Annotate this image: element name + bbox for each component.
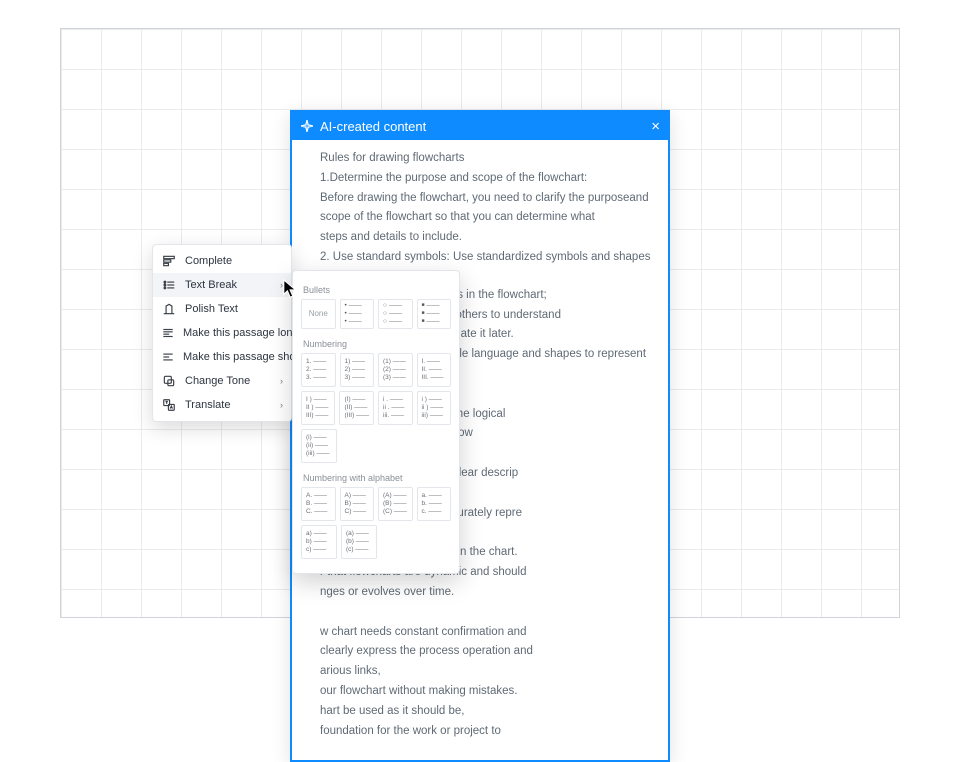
ai-body-line: our flowchart without making mistakes. xyxy=(320,683,654,701)
list-style-numbering[interactable]: 1) ——2) ——3) —— xyxy=(340,353,375,387)
list-style-numbering[interactable]: (a) ——(b) ——(c) —— xyxy=(341,525,377,559)
ai-body-line: foundation for the work or project to xyxy=(320,723,654,741)
translate-icon xyxy=(161,397,177,413)
list-style-numbering[interactable]: A. ——B. ——C. —— xyxy=(301,487,336,521)
ai-body-line: Rules for drawing flowcharts xyxy=(320,150,654,168)
menu-item-polish-text[interactable]: Polish Text xyxy=(153,297,291,321)
tile-row: 1. ——2. ——3. ——1) ——2) ——3) ——(1) ——(2) … xyxy=(301,353,451,387)
menu-item-label: Change Tone xyxy=(185,375,276,387)
menu-item-translate[interactable]: Translate › xyxy=(153,393,291,417)
tone-icon xyxy=(161,373,177,389)
ai-body-line: clearly express the process operation an… xyxy=(320,643,654,661)
close-icon[interactable]: × xyxy=(651,118,660,135)
chevron-right-icon: › xyxy=(280,376,283,386)
menu-item-label: Make this passage longer xyxy=(183,327,308,339)
list-style-numbering[interactable]: a. ——b. ——c. —— xyxy=(417,487,452,521)
menu-item-label: Translate xyxy=(185,399,276,411)
longer-icon xyxy=(161,325,175,341)
menu-item-make-this-passage-longer[interactable]: Make this passage longer xyxy=(153,321,291,345)
ai-body-line: w chart needs constant confirmation and xyxy=(320,624,654,642)
ai-body-line: scope of the flowchart so that you can d… xyxy=(320,209,654,227)
tile-row: (i) ——(ii) ——(iii) —— xyxy=(301,429,451,463)
list-style-none[interactable]: None xyxy=(301,299,336,329)
list-style-numbering[interactable]: I. ——II. ——III. —— xyxy=(417,353,452,387)
menu-item-label: Complete xyxy=(185,255,283,267)
menu-item-label: Text Break xyxy=(185,279,276,291)
menu-item-change-tone[interactable]: Change Tone › xyxy=(153,369,291,393)
menu-item-make-this-passage-shorter[interactable]: Make this passage shorter xyxy=(153,345,291,369)
ai-spark-icon xyxy=(300,119,314,133)
ai-context-menu: Complete Text Break › Polish Text Make this … xyxy=(152,244,292,422)
submenu-heading-numbering: Numbering xyxy=(303,339,451,349)
tile-row: a) ——b) ——c) ——(a) ——(b) ——(c) —— xyxy=(301,525,451,559)
tile-row: I ) ——II ) ——III) ——(I) ——(II) ——(III) —… xyxy=(301,391,451,425)
submenu-heading-bullets: Bullets xyxy=(303,285,451,295)
textbreak-icon xyxy=(161,277,177,293)
list-style-numbering[interactable]: (i) ——(ii) ——(iii) —— xyxy=(301,429,337,463)
ai-body-line: nges or evolves over time. xyxy=(320,584,654,602)
list-style-numbering[interactable]: i ) ——ii ) ——iii) —— xyxy=(417,391,451,425)
ai-body-line: 1.Determine the purpose and scope of the… xyxy=(320,170,654,188)
ai-window-title: AI-created content xyxy=(320,119,651,134)
list-style-numbering[interactable]: a) ——b) ——c) —— xyxy=(301,525,337,559)
text-break-submenu: BulletsNone——————————————————Numbering1.… xyxy=(292,270,460,574)
list-style-numbering[interactable]: 1. ——2. ——3. —— xyxy=(301,353,336,387)
list-style-numbering[interactable]: i . ——ii . ——iii. —— xyxy=(378,391,412,425)
tile-row: A. ——B. ——C. ——A) ——B) ——C) ——(A) ——(B) … xyxy=(301,487,451,521)
ai-window-titlebar[interactable]: AI-created content × xyxy=(292,112,668,140)
list-style-bullet-ring[interactable]: —————— xyxy=(378,299,413,329)
list-style-numbering[interactable]: (1) ——(2) ——(3) —— xyxy=(378,353,413,387)
list-style-numbering[interactable]: A) ——B) ——C) —— xyxy=(340,487,375,521)
chevron-right-icon: › xyxy=(280,400,283,410)
menu-item-text-break[interactable]: Text Break › xyxy=(153,273,291,297)
tile-row: None—————————————————— xyxy=(301,299,451,329)
ai-body-line: Before drawing the flowchart, you need t… xyxy=(320,190,654,208)
ai-body-line xyxy=(320,604,654,622)
complete-icon xyxy=(161,253,177,269)
ai-body-line: arious links, xyxy=(320,663,654,681)
menu-item-complete[interactable]: Complete xyxy=(153,249,291,273)
list-style-numbering[interactable]: (A) ——(B) ——(C) —— xyxy=(378,487,413,521)
list-style-numbering[interactable]: (I) ——(II) ——(III) —— xyxy=(339,391,374,425)
menu-item-label: Polish Text xyxy=(185,303,283,315)
ai-body-line: hart be used as it should be, xyxy=(320,703,654,721)
submenu-heading-alpha: Numbering with alphabet xyxy=(303,473,451,483)
list-style-bullet-sq[interactable]: —————— xyxy=(417,299,452,329)
list-style-bullet-dot[interactable]: —————— xyxy=(340,299,375,329)
polish-icon xyxy=(161,301,177,317)
chevron-right-icon: › xyxy=(280,280,283,290)
shorter-icon xyxy=(161,349,175,365)
list-style-numbering[interactable]: I ) ——II ) ——III) —— xyxy=(301,391,335,425)
ai-body-line: steps and details to include. xyxy=(320,229,654,247)
